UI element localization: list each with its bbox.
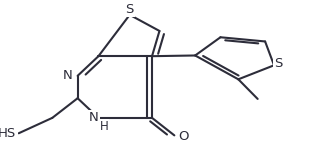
Text: S: S [274, 57, 283, 70]
Text: N: N [89, 111, 99, 124]
Text: O: O [178, 130, 188, 143]
Text: HS: HS [0, 127, 16, 140]
Text: S: S [126, 3, 134, 16]
Text: H: H [100, 120, 108, 133]
Text: N: N [62, 69, 72, 82]
